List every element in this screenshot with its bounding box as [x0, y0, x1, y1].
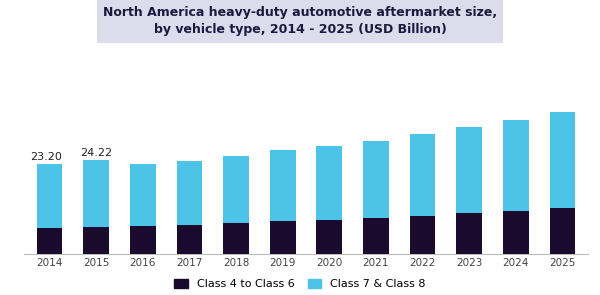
- Bar: [457, 127, 482, 213]
- Bar: [130, 164, 155, 226]
- Legend: Class 4 to Class 6, Class 7 & Class 8: Class 4 to Class 6, Class 7 & Class 8: [175, 279, 425, 289]
- Bar: [37, 228, 62, 254]
- Bar: [83, 227, 109, 254]
- Bar: [363, 141, 389, 218]
- Bar: [363, 218, 389, 254]
- Bar: [503, 120, 529, 211]
- Bar: [176, 225, 202, 254]
- Bar: [83, 160, 109, 227]
- Bar: [457, 213, 482, 254]
- Bar: [223, 156, 249, 223]
- Bar: [550, 208, 575, 254]
- Bar: [410, 216, 436, 254]
- Bar: [223, 223, 249, 254]
- Bar: [176, 160, 202, 225]
- Text: 23.20: 23.20: [30, 152, 62, 162]
- Text: North America heavy-duty automotive aftermarket size,
by vehicle type, 2014 - 20: North America heavy-duty automotive afte…: [103, 6, 497, 36]
- Bar: [410, 134, 436, 216]
- Bar: [316, 146, 342, 219]
- Text: 24.22: 24.22: [80, 148, 112, 158]
- Bar: [270, 221, 296, 254]
- Bar: [503, 211, 529, 254]
- Bar: [550, 112, 575, 208]
- Bar: [270, 150, 296, 221]
- Bar: [130, 226, 155, 254]
- Bar: [37, 164, 62, 228]
- Bar: [316, 219, 342, 254]
